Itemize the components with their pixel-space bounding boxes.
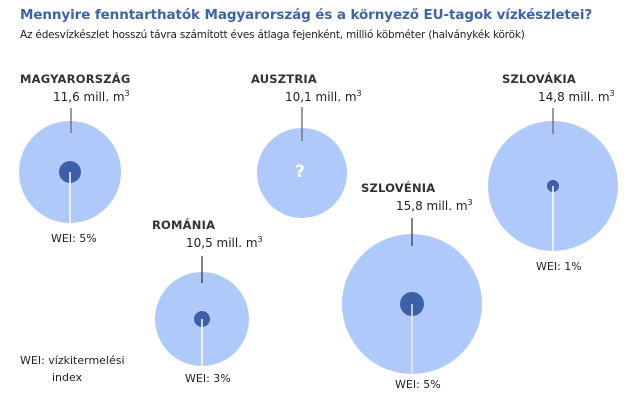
unit-superscript: 3 — [124, 89, 130, 98]
country-label-szlovakia: SZLOVÁKIA — [502, 72, 576, 86]
bubble-magyarorszag — [19, 108, 121, 224]
value-label-romania: 10,5 mill. m3 — [186, 235, 263, 250]
wei-label-romania: WEI: 3% — [185, 372, 231, 385]
value-label-ausztria: 10,1 mill. m3 — [285, 89, 362, 104]
unit-superscript: 3 — [257, 235, 263, 244]
bubble-ausztria — [257, 107, 347, 218]
country-label-magyarorszag: MAGYARORSZÁG — [20, 72, 131, 86]
value-label-szlovenia: 15,8 mill. m3 — [396, 198, 473, 213]
wei-label-magyarorszag: WEI: 5% — [51, 232, 97, 245]
wei-label-szlovenia: WEI: 5% — [395, 378, 441, 391]
country-label-ausztria: AUSZTRIA — [251, 72, 317, 86]
country-label-szlovenia: SZLOVÉNIA — [361, 181, 436, 195]
bubble-szlovenia — [342, 218, 482, 374]
chart-subtitle: Az édesvízkészlet hosszú távra számított… — [20, 29, 525, 41]
unit-superscript: 3 — [467, 198, 473, 207]
unknown-wei-mark: ? — [295, 162, 305, 182]
value-text: 11,6 mill. m — [53, 90, 125, 104]
legend-line-1: WEI: vízkitermelési — [20, 354, 125, 367]
unit-superscript: 3 — [609, 89, 615, 98]
value-text: 14,8 mill. m — [538, 90, 610, 104]
resource-circle — [257, 128, 347, 218]
value-label-szlovakia: 14,8 mill. m3 — [538, 89, 615, 104]
value-label-magyarorszag: 11,6 mill. m3 — [53, 89, 130, 104]
legend: WEI: vízkitermelési index — [20, 352, 125, 386]
bubble-romania — [155, 256, 249, 367]
chart-title: Mennyire fenntarthatók Magyarország és a… — [20, 7, 593, 23]
value-text: 10,1 mill. m — [285, 90, 357, 104]
wei-label-szlovakia: WEI: 1% — [536, 260, 582, 273]
unit-superscript: 3 — [356, 89, 362, 98]
bubble-szlovakia — [488, 108, 618, 252]
value-text: 10,5 mill. m — [186, 236, 258, 250]
value-text: 15,8 mill. m — [396, 199, 468, 213]
country-label-romania: ROMÁNIA — [152, 218, 216, 232]
legend-line-2: index — [52, 371, 83, 384]
